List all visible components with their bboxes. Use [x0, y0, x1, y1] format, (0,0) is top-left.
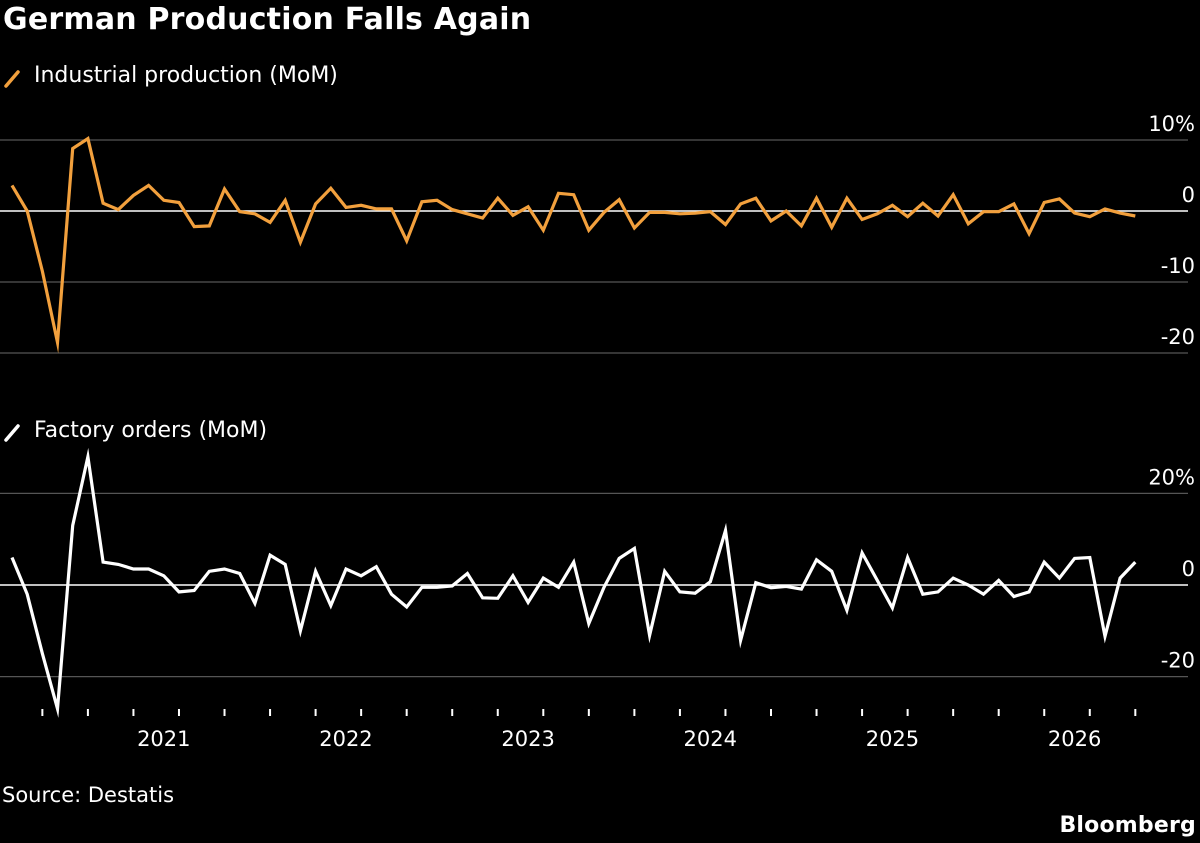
x-tick-label: 2022	[319, 727, 372, 751]
industrial-production-line	[10, 136, 1136, 354]
y-tick-label: -10	[1161, 254, 1195, 278]
y-tick-label: -20	[1161, 325, 1195, 349]
x-tick-label: 2026	[1048, 727, 1101, 751]
industrial-production-legend: Industrial production (MoM)	[4, 63, 338, 88]
x-tick-label: 2024	[684, 727, 737, 751]
industrial-production-series	[10, 136, 1136, 354]
industrial-production-y-tick-labels: 10% 0 -10 -20	[1148, 112, 1195, 349]
factory-orders-line	[10, 447, 1137, 718]
factory-orders-gridlines	[0, 492, 1188, 678]
factory-orders-y-tick-labels: 20% 0 -20	[1148, 465, 1195, 672]
legend-label-industrial-production: Industrial production (MoM)	[34, 63, 338, 88]
y-tick-label: 0	[1182, 183, 1195, 207]
bloomberg-logo: Bloomberg	[1059, 813, 1196, 838]
y-tick-label: -20	[1161, 649, 1195, 673]
industrial-production-panel: Industrial production (MoM) 10% 0 -10 -20	[0, 63, 1195, 354]
chart-title: German Production Falls Again	[3, 2, 532, 37]
y-tick-label: 10%	[1148, 112, 1195, 136]
factory-orders-panel: Factory orders (MoM) 20% 0 -20	[0, 418, 1195, 718]
x-tick-label: 2023	[501, 727, 554, 751]
legend-swatch-factory-orders	[4, 424, 20, 442]
y-tick-label: 0	[1182, 557, 1195, 581]
legend-label-factory-orders: Factory orders (MoM)	[34, 418, 267, 443]
y-tick-label: 20%	[1148, 465, 1195, 489]
x-tick-label: 2021	[137, 727, 190, 751]
legend-swatch-industrial-production	[4, 70, 20, 88]
x-axis: 2021 2022 2023 2024 2025 2026	[41, 709, 1137, 751]
factory-orders-legend: Factory orders (MoM)	[4, 418, 267, 443]
factory-orders-series	[10, 447, 1137, 718]
x-tick-label: 2025	[866, 727, 919, 751]
industrial-production-gridlines	[0, 139, 1188, 354]
source-note: Source: Destatis	[2, 783, 175, 807]
